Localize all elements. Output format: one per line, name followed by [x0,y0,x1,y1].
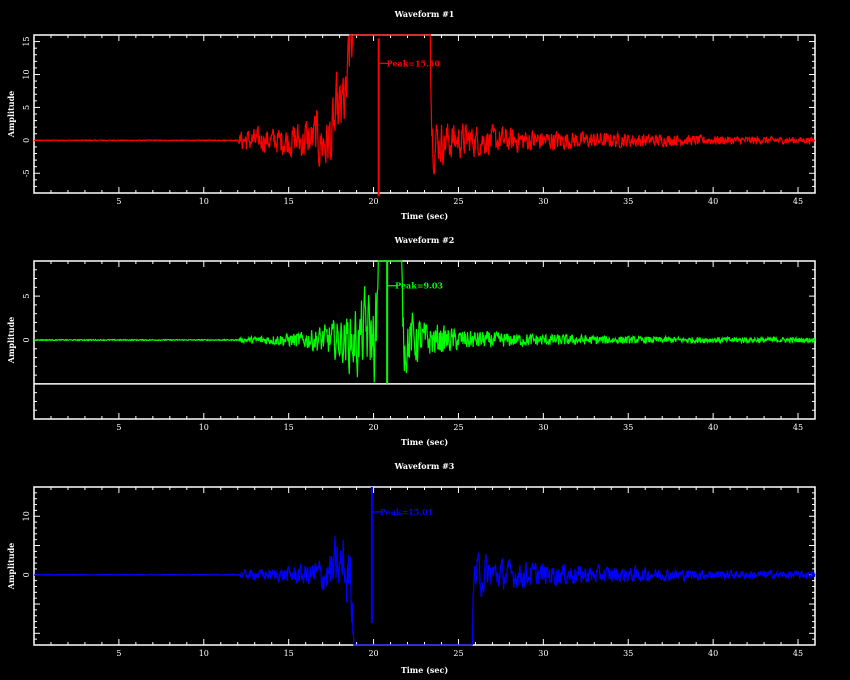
y-tick-label: 10 [22,511,31,521]
x-axis-label: Time (sec) [401,211,449,221]
y-tick-label: 10 [22,69,31,79]
panel-3: Waveform #3 5 10 15 20 25 30 35 40 45 0 10 Time (sec… [6,461,816,675]
y-tick-label: 0 [22,337,31,342]
panel-title: Waveform #3 [394,461,455,471]
x-tick-label: 45 [793,649,803,658]
x-tick-label: 10 [199,649,209,658]
y-tick-label: -5 [22,169,31,177]
panel-1: Waveform #1 5 10 15 20 25 30 35 40 45 -5 0 5 10 15 Time… [6,9,816,221]
x-tick-label: 25 [453,197,463,206]
y-axis-label: Amplitude [6,543,16,591]
x-tick-label: 35 [623,649,633,658]
peak-label: Peak=9.03 [395,281,443,291]
x-tick-label: 5 [116,423,121,432]
peak-label: Peak=15.50 [387,58,441,68]
x-tick-label: 35 [623,423,633,432]
peak-label: Peak=15.01 [380,507,433,517]
x-tick-label: 20 [368,649,378,658]
waveform-series [34,536,816,646]
waveform-series [33,34,816,175]
x-tick-label: 45 [793,423,803,432]
x-tick-label: 5 [116,649,121,658]
x-tick-label: 15 [284,649,294,658]
y-axis-label: Amplitude [6,91,16,139]
x-tick-label: 30 [538,423,548,432]
panel-title: Waveform #1 [394,9,455,19]
x-tick-label: 5 [116,197,121,206]
y-tick-label: 5 [22,294,31,299]
x-tick-label: 35 [623,197,633,206]
y-tick-label: 0 [22,138,31,143]
x-axis-label: Time (sec) [401,437,449,447]
x-tick-label: 15 [284,423,294,432]
x-tick-label: 30 [538,197,548,206]
panel-2: Waveform #2 5 10 15 20 25 30 35 40 45 0 5 Time (sec)… [6,235,816,447]
y-tick-label: 0 [22,572,31,577]
waveform-series [33,260,816,383]
y-axis-label: Amplitude [6,317,16,365]
x-tick-label: 10 [199,423,209,432]
x-tick-label: 10 [199,197,209,206]
x-tick-label: 45 [793,197,803,206]
x-tick-label: 40 [708,649,718,658]
x-tick-label: 25 [453,649,463,658]
y-tick-label: 15 [22,36,31,46]
x-tick-label: 25 [453,423,463,432]
x-tick-label: 40 [708,423,718,432]
panel-title: Waveform #2 [394,235,455,245]
x-tick-label: 20 [368,423,378,432]
x-tick-label: 20 [368,197,378,206]
y-tick-label: 5 [22,105,31,110]
x-tick-label: 15 [284,197,294,206]
x-axis-label: Time (sec) [401,665,449,675]
x-tick-label: 40 [708,197,718,206]
x-tick-label: 30 [538,649,548,658]
